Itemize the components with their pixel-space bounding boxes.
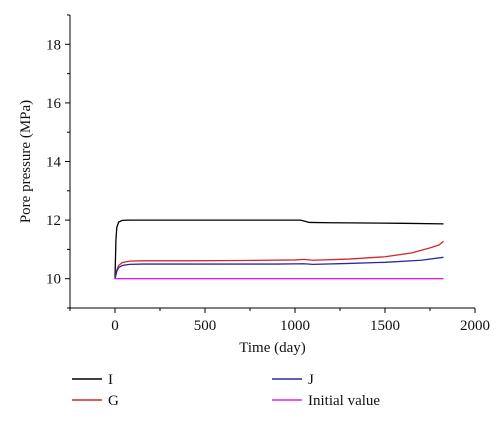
y-tick-label: 16	[46, 96, 62, 112]
x-tick-label: 1000	[280, 318, 310, 334]
legend-label: J	[308, 372, 314, 388]
legend-item: Initial value	[272, 393, 380, 409]
series-line-j	[114, 256, 444, 279]
axis-labels: Time (day) Pore pressure (MPa)	[18, 100, 306, 356]
y-tick-label: 14	[46, 155, 62, 171]
x-tick-label: 500	[194, 318, 217, 334]
series-line-i	[114, 219, 444, 279]
x-axis-label: Time (day)	[239, 340, 306, 356]
legend-item: I	[72, 372, 113, 388]
y-tick-label: 18	[46, 37, 61, 53]
legend-item: G	[72, 393, 119, 409]
y-tick-label: 12	[46, 213, 61, 229]
series-line-g	[114, 240, 444, 279]
legend-label: G	[108, 393, 119, 409]
y-axis-label: Pore pressure (MPa)	[18, 100, 34, 223]
legend: IG J Initial value	[72, 372, 380, 409]
legend-label: I	[108, 372, 113, 388]
x-tick-label: 1500	[370, 318, 400, 334]
x-tick-label: 0	[111, 318, 119, 334]
x-tick-label: 2000	[460, 318, 490, 334]
y-tick-label: 10	[46, 272, 61, 288]
plot-area	[114, 219, 444, 280]
legend-item: J	[272, 372, 314, 388]
legend-label: Initial value	[308, 393, 380, 409]
axes: 0 500 1000 1500 2000 10 12 14 16 18	[46, 14, 490, 334]
